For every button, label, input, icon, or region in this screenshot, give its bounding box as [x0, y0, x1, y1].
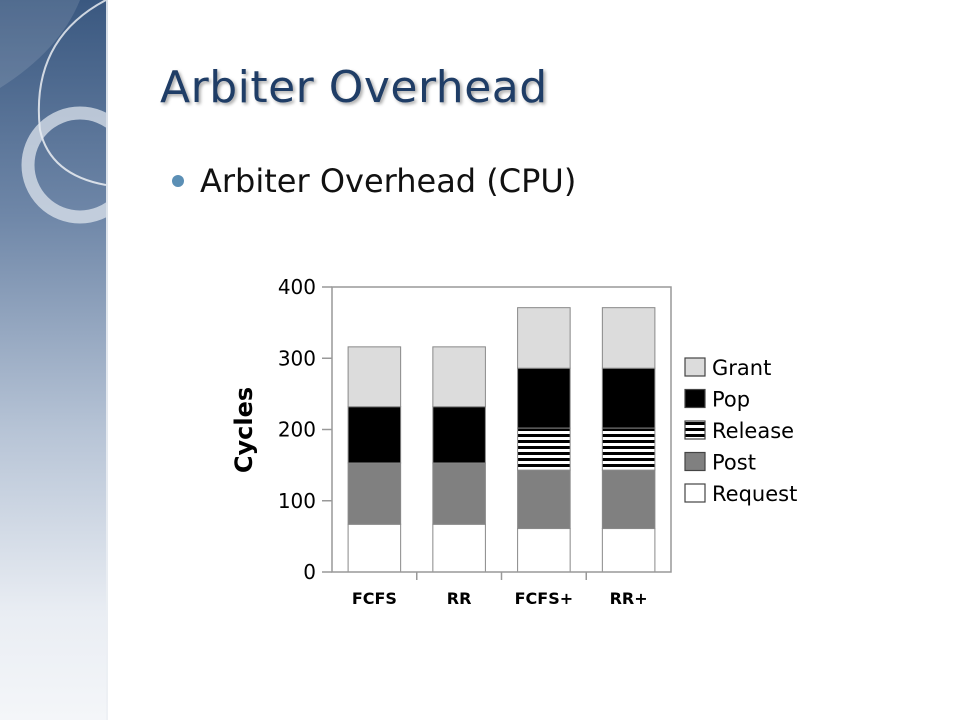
- bar-segment-post: [601, 469, 656, 530]
- bar-segment-request: [517, 528, 571, 573]
- legend-label: Pop: [712, 388, 750, 412]
- bar-segment-release: [601, 427, 656, 471]
- legend-swatch-pop: [684, 388, 706, 409]
- y-tick-label: 200: [278, 418, 316, 442]
- x-tick-label: RR+: [610, 589, 648, 608]
- bar-segment-pop: [601, 367, 656, 429]
- x-tick-label: FCFS+: [515, 589, 574, 608]
- legend-swatch-request: [684, 483, 706, 503]
- bar-segment-pop: [517, 367, 571, 429]
- y-tick-label: 0: [303, 560, 316, 584]
- y-tick-label: 300: [278, 346, 316, 370]
- bar-segment-pop: [347, 406, 402, 464]
- bullet-text: Arbiter Overhead (CPU): [200, 162, 577, 200]
- decorative-rings: [0, 0, 106, 224]
- bar-segment-post: [432, 462, 486, 525]
- y-axis-ticks: 0 100 200 300 400: [278, 275, 332, 584]
- legend-swatch-post: [684, 451, 706, 472]
- y-axis-label: Cycles: [230, 387, 258, 473]
- bar-segment-request: [432, 523, 486, 573]
- bar-segment-pop: [432, 406, 486, 464]
- side-decoration-bar: [0, 0, 106, 720]
- bar-segment-release: [517, 427, 571, 471]
- bar-segment-grant: [432, 346, 486, 408]
- y-tick-label: 100: [278, 489, 316, 513]
- bar-segment-grant: [601, 307, 656, 369]
- legend-swatch-grant: [684, 357, 706, 377]
- bar-segment-post: [517, 469, 571, 530]
- x-axis-ticks: FCFS RR FCFS+ RR+: [352, 572, 648, 608]
- bar-segment-grant: [517, 307, 571, 369]
- bar-segment-request: [601, 528, 656, 573]
- legend-swatch-release: [684, 420, 706, 440]
- legend-label: Post: [712, 451, 756, 475]
- bullet-dot-icon: [172, 175, 184, 187]
- legend: Grant Pop Release Post Request: [684, 356, 797, 506]
- bar-segment-grant: [347, 346, 402, 408]
- legend-label: Release: [712, 419, 794, 443]
- y-tick-label: 400: [278, 275, 316, 299]
- bullet-item: Arbiter Overhead (CPU): [172, 162, 576, 200]
- bar-segment-request: [347, 523, 402, 573]
- x-tick-label: RR: [447, 589, 472, 608]
- slide-title: Arbiter Overhead: [160, 62, 548, 113]
- legend-label: Request: [712, 482, 797, 506]
- bar-segment-post: [347, 462, 402, 525]
- bar-groups: [347, 307, 656, 573]
- x-tick-label: FCFS: [352, 589, 397, 608]
- stacked-bar-chart: Cycles 0 100 200 300 400 FCFS RR FCFS+ RR+ Gran…: [230, 275, 797, 608]
- side-bar-edge: [106, 0, 108, 720]
- legend-label: Grant: [712, 356, 771, 380]
